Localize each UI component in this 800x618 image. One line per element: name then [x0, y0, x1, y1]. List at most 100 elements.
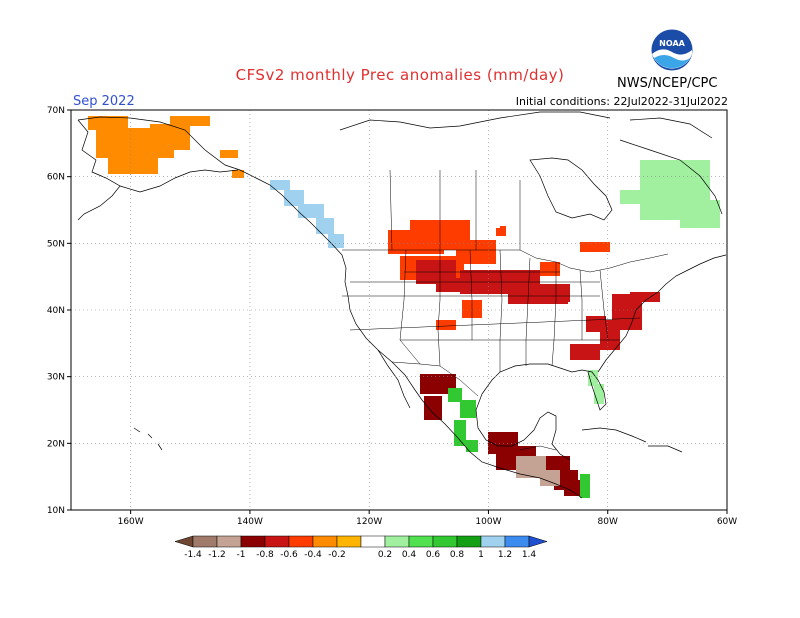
lon-label: 60W	[717, 517, 737, 527]
anomaly-cell	[340, 124, 370, 138]
lat-label: 50N	[47, 239, 65, 249]
colorbar-segment	[456, 535, 482, 548]
colorbar-segment	[336, 535, 362, 548]
colorbar: -1.4 -1.2 -1 -0.8 -0.6 -0.4 -0.2 0.2 0.4 0.6 0.8 1 1…	[174, 535, 548, 560]
anomaly-cell	[680, 200, 720, 228]
anomaly-cell	[454, 420, 466, 446]
anomaly-cell	[496, 226, 506, 236]
lon-label: 100W	[475, 517, 501, 527]
anomaly-cell	[540, 262, 560, 276]
colorbar-segment	[174, 535, 194, 548]
anomaly-cell	[360, 154, 400, 174]
colorbar-segment	[360, 535, 386, 548]
noaa-logo: NOAA	[650, 28, 694, 72]
anomaly-region	[588, 370, 604, 404]
lon-label: 80W	[598, 517, 618, 527]
anomaly-cell	[108, 156, 158, 174]
anomaly-cell	[170, 116, 210, 126]
colorbar-tick-label: 0.2	[378, 550, 392, 560]
colorbar-tick-label: -0.8	[256, 550, 274, 560]
anomaly-cell	[586, 316, 606, 332]
colorbar-tick-label: 1.4	[522, 550, 537, 560]
anomaly-cell	[328, 234, 344, 248]
anomaly-cell	[646, 292, 660, 302]
anomaly-cell	[88, 116, 128, 130]
anomaly-region	[270, 180, 344, 248]
anomaly-cell	[460, 400, 476, 418]
lat-label: 10N	[47, 506, 65, 516]
lon-label: 160W	[118, 517, 144, 527]
colorbar-tick-label: -1.4	[184, 550, 202, 560]
anomaly-cell	[424, 396, 442, 420]
anomaly-cell	[630, 292, 650, 302]
colorbar-tick-label: -0.2	[328, 550, 346, 560]
logo-text: NOAA	[659, 39, 685, 48]
colorbar-segment	[192, 535, 218, 548]
lon-label: 140W	[237, 517, 263, 527]
anomaly-cell	[470, 138, 514, 158]
colorbar-segment	[264, 535, 290, 548]
anomaly-region	[516, 456, 560, 486]
anomaly-cell	[520, 140, 540, 158]
agency-label: NWS/NCEP/CPC	[617, 76, 718, 91]
colorbar-segment	[312, 535, 338, 548]
lat-label: 30N	[47, 373, 65, 383]
colorbar-tick-label: 1	[478, 550, 484, 560]
anomaly-region	[88, 116, 244, 178]
anomaly-cell	[564, 480, 584, 496]
anomaly-region	[620, 160, 720, 228]
anomaly-cell	[516, 456, 546, 478]
anomaly-region	[448, 388, 590, 498]
anomaly-cell	[550, 120, 590, 140]
colorbar-tick-label: 0.4	[402, 550, 417, 560]
colorbar-tick-label: 0.8	[450, 550, 465, 560]
colorbar-segment	[216, 535, 242, 548]
anomaly-cell	[220, 150, 238, 158]
map-title: CFSv2 monthly Prec anomalies (mm/day)	[235, 66, 565, 84]
anomaly-cell	[376, 210, 396, 230]
anomaly-cell	[620, 190, 650, 204]
initial-conditions: Initial conditions: 22Jul2022-31Jul2022	[515, 95, 728, 108]
anomaly-cell	[540, 284, 570, 302]
anomaly-cell	[570, 344, 600, 360]
anomaly-cell	[580, 242, 610, 252]
anomaly-cell	[618, 300, 642, 330]
lon-label: 120W	[356, 517, 382, 527]
anomaly-cell	[588, 370, 598, 386]
anomaly-cell	[560, 210, 576, 222]
colorbar-segment	[384, 535, 410, 548]
colorbar-tick-label: -0.4	[304, 550, 322, 560]
anomaly-region	[340, 118, 590, 230]
coastlines	[77, 111, 727, 499]
colorbar-tick-label: -1	[237, 550, 246, 560]
anomaly-cell	[284, 190, 304, 206]
anomaly-cell	[232, 170, 244, 178]
anomaly-cell	[594, 384, 604, 404]
longitude-labels: 160W 140W 120W 100W 80W 60W	[118, 517, 738, 527]
lat-label: 70N	[47, 106, 65, 116]
anomaly-cell	[436, 320, 456, 330]
anomaly-cell	[380, 118, 460, 140]
axis-ticks	[67, 109, 728, 514]
lat-label: 60N	[47, 173, 65, 183]
anomaly-cells	[88, 116, 720, 498]
colorbar-segment	[408, 535, 434, 548]
anomaly-cell	[470, 212, 500, 228]
colorbar-segment	[240, 535, 266, 548]
forecast-month: Sep 2022	[73, 94, 135, 109]
colorbar-segment	[504, 535, 530, 548]
colorbar-segment	[288, 535, 314, 548]
lat-lon-grid	[71, 110, 727, 510]
colorbar-tick-label: 0.6	[426, 550, 441, 560]
lat-label: 40N	[47, 306, 65, 316]
anomaly-cell	[448, 388, 462, 402]
anomaly-cell	[580, 474, 590, 498]
colorbar-segment	[432, 535, 458, 548]
anomaly-cell	[540, 470, 560, 486]
colorbar-tick-label: -1.2	[208, 550, 226, 560]
anomaly-cell	[270, 180, 290, 190]
anomaly-cell	[298, 204, 324, 218]
latitude-labels: 70N 60N 50N 40N 30N 20N 10N	[47, 106, 65, 516]
political-borders	[342, 169, 669, 451]
